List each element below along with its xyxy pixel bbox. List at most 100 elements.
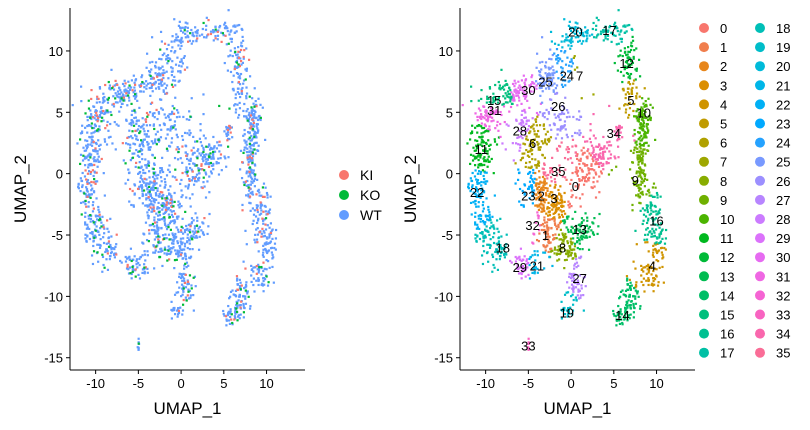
data-point-KI bbox=[98, 213, 101, 216]
data-point-cluster-24 bbox=[564, 84, 567, 87]
data-point-WT bbox=[134, 95, 137, 99]
data-point-cluster-34 bbox=[619, 126, 622, 129]
data-point-cluster-12 bbox=[632, 57, 635, 60]
data-point-WT bbox=[106, 268, 110, 271]
data-point-WT bbox=[190, 42, 193, 45]
data-point-WT bbox=[128, 99, 131, 102]
data-point-KI bbox=[156, 75, 159, 78]
data-point-cluster-2 bbox=[542, 206, 545, 209]
data-point-WT bbox=[188, 110, 191, 113]
data-point-WT bbox=[154, 249, 157, 252]
data-point-WT bbox=[176, 307, 180, 310]
data-point-WT bbox=[170, 70, 173, 73]
data-point-cluster-27 bbox=[582, 293, 585, 297]
data-point-WT bbox=[193, 164, 197, 167]
data-point-WT bbox=[184, 36, 187, 39]
data-point-KI bbox=[196, 37, 199, 40]
data-point-cluster-21 bbox=[543, 251, 547, 254]
data-point-cluster-26 bbox=[575, 118, 578, 121]
data-point-cluster-22 bbox=[475, 227, 478, 230]
data-point-KO bbox=[147, 164, 150, 167]
data-point-cluster-0 bbox=[586, 177, 590, 180]
data-point-cluster-10 bbox=[645, 122, 648, 126]
data-point-WT bbox=[180, 178, 183, 182]
data-point-WT bbox=[193, 162, 196, 166]
data-point-cluster-5 bbox=[626, 103, 629, 106]
data-point-cluster-28 bbox=[525, 129, 528, 132]
data-point-cluster-27 bbox=[577, 290, 580, 293]
data-point-WT bbox=[80, 179, 83, 183]
data-point-WT bbox=[177, 254, 181, 257]
data-point-cluster-26 bbox=[563, 125, 566, 128]
data-point-KO bbox=[235, 61, 239, 64]
data-point-cluster-22 bbox=[484, 180, 487, 183]
data-point-WT bbox=[259, 118, 262, 122]
data-point-cluster-30 bbox=[510, 91, 513, 94]
data-point-WT bbox=[201, 152, 204, 155]
data-point-WT bbox=[157, 201, 160, 205]
data-point-WT bbox=[95, 225, 98, 228]
cluster-label-2: 2 bbox=[538, 189, 545, 204]
data-point-cluster-26 bbox=[553, 113, 556, 116]
data-point-WT bbox=[238, 83, 242, 86]
data-point-WT bbox=[253, 113, 256, 116]
data-point-cluster-1 bbox=[537, 240, 540, 243]
data-point-WT bbox=[154, 141, 157, 144]
data-point-cluster-0 bbox=[589, 168, 592, 171]
data-point-cluster-22 bbox=[491, 215, 494, 218]
data-point-cluster-3 bbox=[547, 201, 550, 205]
data-point-WT bbox=[253, 116, 256, 119]
data-point-WT bbox=[250, 122, 253, 126]
data-point-cluster-8 bbox=[565, 258, 568, 261]
data-point-WT bbox=[126, 178, 130, 181]
data-point-cluster-13 bbox=[586, 219, 589, 222]
data-point-cluster-29 bbox=[524, 275, 527, 278]
data-point-WT bbox=[118, 93, 121, 96]
data-point-KO bbox=[236, 302, 239, 305]
data-point-cluster-14 bbox=[627, 314, 630, 317]
data-point-WT bbox=[92, 131, 95, 134]
data-point-WT bbox=[170, 199, 174, 202]
data-point-cluster-17 bbox=[616, 29, 619, 33]
data-point-cluster-17 bbox=[614, 25, 618, 28]
data-point-cluster-28 bbox=[527, 124, 531, 128]
data-point-WT bbox=[206, 162, 209, 165]
data-point-cluster-16 bbox=[649, 206, 652, 210]
data-point-cluster-0 bbox=[587, 172, 591, 175]
data-point-cluster-6 bbox=[534, 158, 537, 161]
data-point-cluster-11 bbox=[471, 159, 475, 162]
data-point-cluster-9 bbox=[615, 165, 618, 168]
data-point-WT bbox=[271, 265, 274, 269]
data-point-cluster-30 bbox=[513, 89, 516, 92]
data-point-cluster-19 bbox=[571, 313, 574, 316]
data-point-cluster-17 bbox=[622, 25, 625, 28]
data-point-WT bbox=[218, 24, 222, 28]
data-point-cluster-15 bbox=[497, 80, 500, 84]
data-point-cluster-28 bbox=[531, 117, 534, 120]
data-point-WT bbox=[186, 132, 189, 135]
data-point-WT bbox=[100, 221, 103, 224]
data-point-cluster-10 bbox=[633, 128, 636, 132]
data-point-KO bbox=[203, 169, 206, 172]
data-point-cluster-11 bbox=[484, 141, 488, 145]
data-point-cluster-6 bbox=[530, 153, 534, 156]
data-point-WT bbox=[101, 270, 104, 273]
data-point-cluster-2 bbox=[544, 186, 547, 190]
data-point-WT bbox=[180, 204, 183, 208]
data-point-KO bbox=[248, 142, 251, 145]
data-point-cluster-6 bbox=[528, 131, 531, 135]
data-point-cluster-9 bbox=[635, 150, 639, 154]
data-point-WT bbox=[255, 279, 258, 282]
data-point-WT bbox=[96, 243, 99, 246]
data-point-WT bbox=[163, 222, 167, 225]
data-point-cluster-6 bbox=[539, 146, 542, 149]
data-point-cluster-10 bbox=[644, 134, 647, 137]
data-point-WT bbox=[234, 312, 237, 315]
data-point-WT bbox=[228, 128, 231, 131]
data-point-KI bbox=[89, 170, 93, 174]
data-point-cluster-13 bbox=[578, 228, 582, 231]
data-point-cluster-27 bbox=[579, 255, 583, 258]
data-point-WT bbox=[132, 74, 135, 77]
data-point-cluster-31 bbox=[496, 120, 499, 124]
